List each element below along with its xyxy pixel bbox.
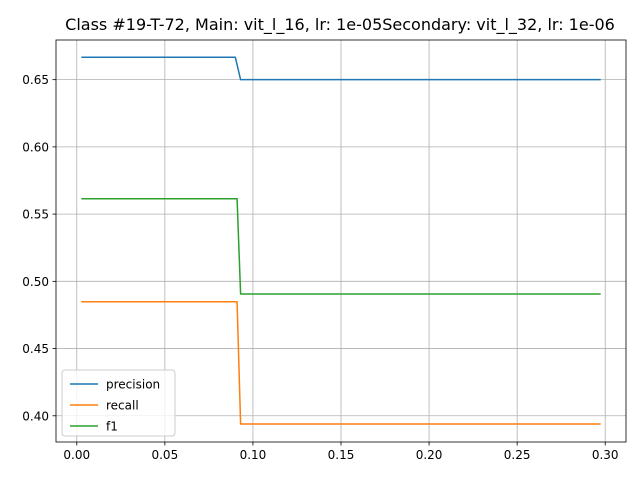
y-tick-label: 0.55 [22, 208, 49, 222]
x-tick-label: 0.05 [151, 448, 178, 462]
x-tick-label: 0.25 [504, 448, 531, 462]
legend-label-precision: precision [106, 378, 160, 392]
x-tick-label: 0.20 [416, 448, 443, 462]
y-tick-label: 0.40 [22, 409, 49, 423]
axis-ticks: 0.00 0.05 0.10 0.15 0.20 0.25 0.30 0.40 0.45 0.50… [22, 73, 618, 462]
y-tick-label: 0.60 [22, 140, 49, 154]
series-line-precision [81, 56, 601, 81]
y-tick-label: 0.50 [22, 275, 49, 289]
x-tick-label: 0.15 [328, 448, 355, 462]
chart-title: Class #19-T-72, Main: vit_l_16, lr: 1e-0… [65, 15, 615, 35]
legend-label-recall: recall [106, 399, 139, 413]
series-lines [81, 56, 601, 425]
x-tick-label: 0.00 [63, 448, 90, 462]
series-line-f1 [81, 198, 601, 295]
legend-label-f1: f1 [106, 420, 118, 434]
y-tick-label: 0.45 [22, 342, 49, 356]
x-tick-label: 0.10 [240, 448, 267, 462]
x-tick-label: 0.30 [592, 448, 619, 462]
series-line-recall [81, 301, 601, 425]
y-tick-label: 0.65 [22, 73, 49, 87]
legend-box [61, 369, 176, 437]
legend: precision recall f1 [61, 369, 176, 437]
